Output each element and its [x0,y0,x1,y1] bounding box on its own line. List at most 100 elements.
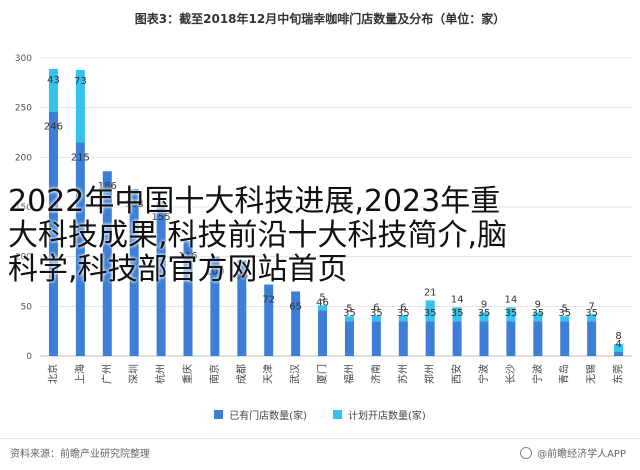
data-label-planned: 6 [400,302,406,313]
bar-existing [560,321,570,356]
legend-swatch-existing [214,409,224,419]
y-tick-label: 200 [15,153,32,163]
data-label-planned: 5 [346,303,352,314]
bar-existing [102,171,112,356]
overlay-text: 2022年中国十大科技进展,2023年重大科技成果,科技前沿十大科技简介,脑科学… [8,184,508,287]
data-label-existing: 35 [424,308,437,319]
bar-planned [318,305,328,311]
bar-existing [264,284,274,356]
bar-existing [156,202,166,356]
bar-existing [183,240,193,356]
data-label-planned: 8 [615,331,621,342]
y-tick-label: 150 [15,203,32,213]
data-label-planned: 6 [373,302,379,313]
bar-existing [75,142,85,356]
data-label-existing: 186 [98,181,117,192]
bar-existing [533,321,543,356]
data-label-existing: 35 [585,308,598,319]
legend-item-planned: 计划开店数量(家) [333,407,426,422]
x-tick-label: 西安 [450,364,463,384]
x-tick-label: 苏州 [396,364,409,384]
bar-planned [533,312,543,322]
bar-planned [479,312,489,322]
legend-label-existing: 已有门店数量(家) [229,410,307,422]
bar-planned [452,307,462,322]
x-tick-label: 长沙 [505,364,517,384]
x-tick-label: 重庆 [181,364,194,384]
bar-existing [318,310,328,356]
y-tick-label: 0 [26,352,32,362]
data-label-existing: 35 [558,308,571,319]
brand: @前瞻经济学人APP [520,445,626,460]
bar-chart: 05010015020025030024643北京21573上海186广州168… [15,54,632,384]
data-label-planned: 14 [451,294,464,305]
data-label-planned: 9 [535,299,541,310]
bar-existing [587,321,597,356]
data-label-existing: 4 [615,339,621,350]
legend: 已有门店数量(家) 计划开店数量(家) [0,405,640,423]
brand-label: @前瞻经济学人APP [537,449,626,460]
x-tick-label: 厦门 [316,364,329,384]
brand-logo-icon [520,446,533,459]
bar-planned [587,314,597,322]
data-label-planned: 43 [47,75,60,86]
bar-planned [560,316,570,322]
x-tick-label: 杭州 [154,364,167,384]
bar-existing [371,321,381,356]
data-label-existing: 96 [235,271,248,282]
footer: 资料来源：前瞻产业研究院整理 @前瞻经济学人APP [0,438,640,465]
data-label-existing: 246 [44,122,63,133]
data-label-existing: 35 [451,308,464,319]
y-tick-label: 300 [15,54,32,64]
data-label-planned: 5 [319,292,325,303]
bar-planned [425,300,435,322]
bar-existing [398,321,408,356]
legend-label-planned: 计划开店数量(家) [348,410,426,422]
bar-planned [371,315,381,322]
bar-planned [48,68,58,112]
data-label-existing: 72 [262,294,275,305]
x-tick-label: 福州 [342,364,355,384]
data-label-existing: 46 [316,297,329,308]
bar-planned [75,69,85,143]
x-tick-label: 郑州 [423,364,436,384]
source-note: 资料来源：前瞻产业研究院整理 [10,449,150,460]
data-label-existing: 168 [125,199,144,210]
x-tick-label: 成都 [236,364,248,384]
data-label-planned: 14 [505,294,518,305]
bar-existing [237,260,247,356]
bar-existing [425,321,435,356]
data-label-existing: 65 [289,301,302,312]
bar-planned [506,307,516,322]
data-label-planned: 21 [424,287,437,298]
x-tick-label: 天津 [263,364,275,384]
bar-existing [48,111,58,356]
data-label-existing: 35 [397,308,410,319]
legend-swatch-planned [333,409,342,419]
x-tick-label: 北京 [46,364,59,384]
bar-existing [614,352,624,356]
chart-title: 图表3：截至2018年12月中旬瑞幸咖啡门店数量及分布（单位：家） [134,12,506,26]
bar-planned [344,316,354,322]
data-label-existing: 155 [152,212,171,223]
x-tick-label: 广州 [101,364,113,384]
bar-existing [452,321,462,356]
data-label-existing: 116 [178,251,197,262]
data-label-existing: 100 [205,267,224,278]
legend-item-existing: 已有门店数量(家) [214,407,307,422]
y-tick-label: 250 [15,104,32,114]
data-label-existing: 35 [478,308,491,319]
data-label-planned: 9 [481,299,487,310]
bar-existing [344,321,354,356]
data-label-planned: 5 [562,303,568,314]
data-label-planned: 73 [74,76,87,87]
x-tick-label: 青岛 [558,364,571,384]
bar-existing [210,256,220,356]
x-tick-label: 南京 [208,364,221,384]
bar-existing [479,321,489,356]
x-tick-label: 宁波 [531,364,544,384]
data-label-existing: 35 [531,308,544,319]
y-tick-label: 50 [21,302,33,312]
data-label-existing: 35 [370,308,383,319]
